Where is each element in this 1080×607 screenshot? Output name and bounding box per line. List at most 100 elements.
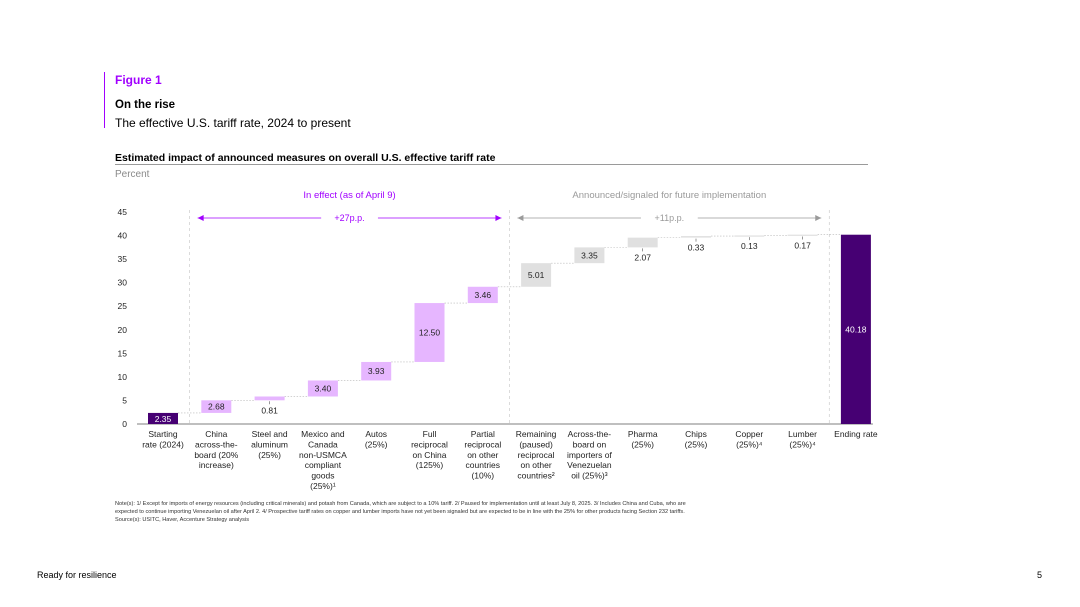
x-tick-label: Steel and	[252, 429, 288, 439]
x-tick-label: (25%)	[258, 450, 281, 460]
x-tick-label: board (20%	[194, 450, 238, 460]
group-annotations: In effect (as of April 9) +27p.p. Announce…	[189, 190, 830, 424]
bar-13	[840, 234, 871, 424]
bar-0	[148, 412, 178, 424]
note-line-1: Note(s): 1/ Except for imports of energy…	[115, 501, 686, 507]
x-tick-label: Venezuelan	[567, 460, 612, 470]
y-tick-label: 40	[118, 231, 128, 241]
bar-10	[681, 236, 711, 238]
data-label: 5.01	[528, 270, 545, 280]
data-label: 3.35	[581, 250, 598, 260]
y-tick-label: 5	[122, 395, 127, 405]
x-tick-label: compliant	[305, 460, 342, 470]
bar-2	[254, 396, 285, 401]
x-tick-label: importers of	[567, 450, 613, 460]
source-line: Source(s): USITC, Haver, Accenture Strat…	[115, 517, 249, 523]
bar-6	[467, 286, 498, 304]
figure-label: Figure 1	[115, 73, 162, 87]
data-label: 0.81	[261, 405, 278, 415]
y-tick-label: 35	[118, 254, 128, 264]
y-tick-label: 0	[122, 419, 127, 429]
bar-7	[521, 263, 552, 287]
x-tick-label: oil (25%)³	[571, 471, 608, 481]
x-tick-label: Mexico and	[301, 429, 345, 439]
x-tick-label: aluminum	[251, 439, 288, 449]
y-tick-label: 45	[118, 207, 128, 217]
x-tick-label: (paused)	[519, 439, 553, 449]
y-tick-label: 30	[118, 278, 128, 288]
x-tick-label: goods	[311, 471, 334, 481]
y-axis: 0 5 10 15 20 25 30 35 40 45	[118, 207, 873, 429]
data-label: 3.40	[315, 383, 332, 393]
x-tick-label: Canada	[308, 439, 338, 449]
group-label: In effect (as of April 9)	[303, 190, 395, 201]
chart-unit-label: Percent	[115, 169, 150, 180]
bar-1	[201, 400, 232, 413]
x-tick-label: (25%)⁴	[736, 439, 763, 449]
bars: 2.35 2.68 0.81 3.40 3.93 12.50 3.46 5.01 3.35 2.0…	[148, 234, 871, 424]
x-tick-label: on China	[412, 450, 446, 460]
x-tick-label: non-USMCA	[299, 450, 347, 460]
data-label: 12.50	[419, 328, 441, 338]
bar-3	[307, 380, 338, 397]
footer-title: Ready for resilience	[37, 570, 117, 580]
x-tick-label: countries²	[517, 471, 554, 481]
x-tick-label: rate (2024)	[142, 439, 184, 449]
group-span-label: +11p.p.	[655, 213, 685, 223]
data-label: 3.93	[368, 366, 385, 376]
data-label: 40.18	[845, 324, 867, 334]
data-label: 2.35	[155, 414, 172, 424]
accent-bar	[104, 72, 105, 128]
bar-4	[361, 361, 392, 381]
x-tick-label: (10%)	[471, 471, 494, 481]
y-tick-label: 20	[118, 325, 128, 335]
group-arrowhead-left	[517, 215, 524, 221]
chart-title-rule	[115, 164, 868, 165]
x-tick-label: on other	[520, 460, 551, 470]
bar-8	[574, 247, 605, 264]
x-tick-label: Chips	[685, 429, 707, 439]
x-tick-label: Partial	[471, 429, 495, 439]
x-tick-label: reciprocal	[518, 450, 555, 460]
waterfall-chart: 0 5 10 15 20 25 30 35 40 45 In effect (as of Apri…	[118, 190, 878, 491]
y-tick-label: 25	[118, 301, 128, 311]
data-label: 0.17	[794, 240, 811, 250]
data-label: 0.13	[741, 241, 758, 251]
group-arrowhead-right	[495, 215, 502, 221]
x-tick-label: board on	[573, 439, 607, 449]
data-label: 0.33	[688, 243, 705, 253]
x-tick-label: reciprocal	[464, 439, 501, 449]
note-line-2: expected to continue importing Venezuela…	[115, 509, 685, 515]
x-tick-label: across-the-	[195, 439, 238, 449]
x-tick-label: Starting	[148, 429, 178, 439]
y-tick-label: 15	[118, 348, 128, 358]
page-number: 5	[1037, 570, 1043, 580]
group-arrowhead-right	[815, 215, 822, 221]
x-tick-label: Lumber	[788, 429, 817, 439]
x-tick-label: reciprocal	[411, 439, 448, 449]
x-tick-label: increase)	[199, 460, 234, 470]
y-tick-label: 10	[118, 372, 128, 382]
x-tick-label: (25%)	[685, 439, 708, 449]
x-tick-label: Copper	[735, 429, 763, 439]
bar-9	[627, 237, 658, 248]
x-tick-label: (125%)	[416, 460, 444, 470]
x-tick-label: countries	[466, 460, 501, 470]
x-tick-label: (25%)¹	[310, 481, 336, 491]
data-label: 3.46	[475, 290, 492, 300]
data-label: 2.68	[208, 402, 225, 412]
figure-title: On the rise	[115, 99, 176, 111]
x-tick-label: Full	[423, 429, 437, 439]
x-tick-label: (25%)	[631, 439, 654, 449]
group-label: Announced/signaled for future implementa…	[572, 190, 766, 201]
x-tick-label: Pharma	[628, 429, 658, 439]
group-arrowhead-left	[197, 215, 204, 221]
bar-11	[734, 235, 765, 237]
x-tick-label: Remaining	[516, 429, 557, 439]
figure-subtitle: The effective U.S. tariff rate, 2024 to …	[115, 116, 351, 130]
x-tick-label: Ending rate	[834, 429, 878, 439]
bar-5	[414, 303, 445, 362]
data-label: 2.07	[634, 252, 651, 262]
x-tick-label: (25%)	[365, 439, 388, 449]
